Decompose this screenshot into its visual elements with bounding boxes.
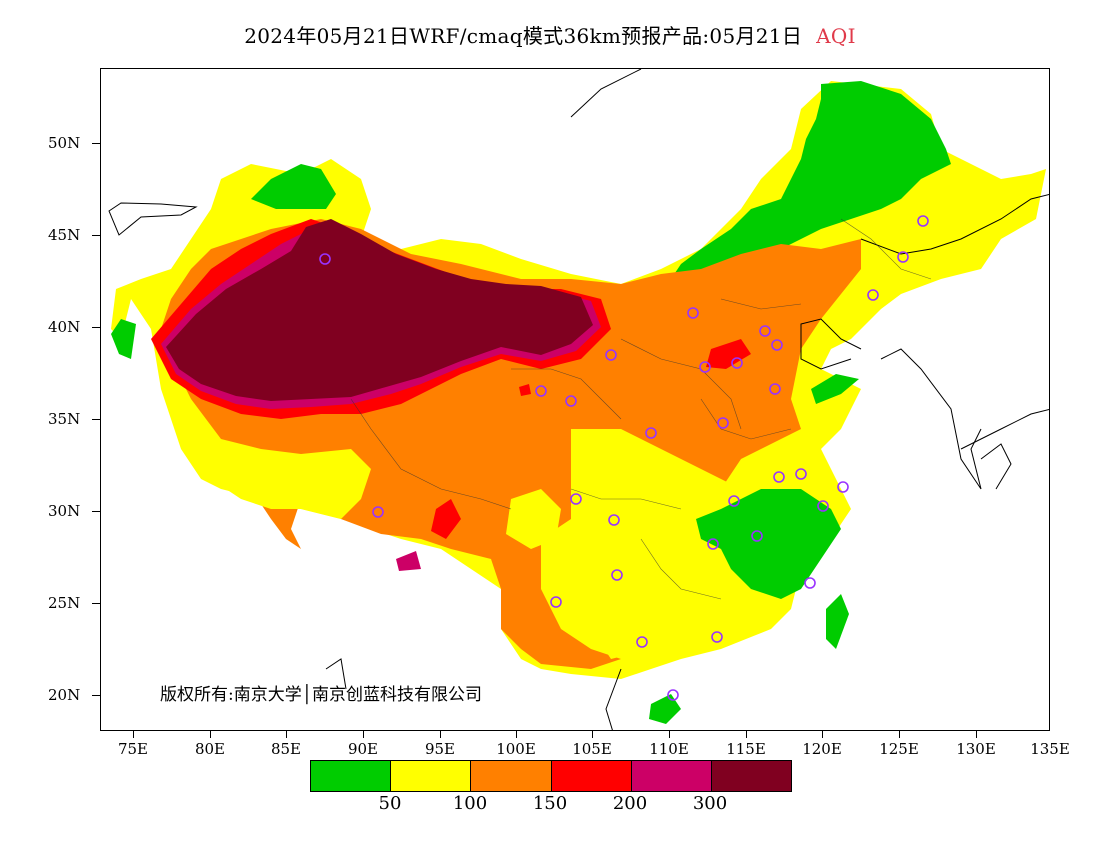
lat-label-35: 35N	[48, 410, 81, 428]
lon-tick	[592, 731, 593, 738]
southeast-good	[696, 489, 841, 599]
south-moderate	[571, 429, 801, 659]
northwest-good	[251, 164, 336, 209]
lon-label-75: 75E	[117, 740, 149, 758]
lon-label-100: 100E	[496, 740, 536, 758]
title-text: 2024年05月21日WRF/cmaq模式36km预报产品:05月21日	[244, 24, 803, 48]
lon-tick	[899, 731, 900, 738]
legend-swatch-unhealthy	[551, 761, 632, 791]
legend-label-200: 200	[612, 793, 648, 814]
legend-label-300: 300	[692, 793, 728, 814]
lon-label-90: 90E	[347, 740, 379, 758]
lon-label-110: 110E	[649, 740, 689, 758]
aqi-legend	[310, 760, 792, 792]
legend-label-150: 150	[532, 793, 568, 814]
aqi-map	[101, 69, 1049, 730]
shanxi-unhealthy	[706, 339, 751, 369]
legend-swatch-good	[311, 761, 392, 791]
lon-tick	[516, 731, 517, 738]
lat-tick	[92, 143, 100, 144]
variable-label: AQI	[816, 24, 856, 48]
lat-tick	[92, 603, 100, 604]
west-good	[111, 319, 136, 359]
lat-tick	[92, 419, 100, 420]
sichuan-moderate	[506, 489, 561, 549]
lon-label-80: 80E	[194, 740, 226, 758]
city-markers	[319, 215, 929, 701]
lat-label-50: 50N	[48, 134, 81, 152]
lat-label-25: 25N	[48, 594, 81, 612]
taiwan	[826, 594, 849, 649]
tibet-very-unhealthy	[396, 551, 421, 571]
lon-tick	[669, 731, 670, 738]
lon-tick	[976, 731, 977, 738]
map-frame	[100, 68, 1050, 731]
map-title: 2024年05月21日WRF/cmaq模式36km预报产品:05月21日 AQI	[0, 20, 1100, 49]
legend-swatch-hazardous	[711, 761, 792, 791]
lon-label-135: 135E	[1030, 740, 1070, 758]
tibet-unhealthy	[431, 499, 461, 539]
lat-tick	[92, 235, 100, 236]
shandong-good	[811, 374, 859, 404]
lon-label-115: 115E	[726, 740, 766, 758]
lat-label-20: 20N	[48, 686, 81, 704]
legend-label-100: 100	[452, 793, 488, 814]
lat-label-45: 45N	[48, 226, 81, 244]
lon-tick	[440, 731, 441, 738]
taklamakan-hazardous	[166, 219, 593, 401]
legend-label-50: 50	[378, 793, 402, 814]
hainan	[649, 694, 681, 724]
lon-label-105: 105E	[572, 740, 612, 758]
lon-tick	[363, 731, 364, 738]
lon-tick	[286, 731, 287, 738]
tibet-moderate	[181, 429, 371, 519]
lon-tick	[210, 731, 211, 738]
legend-swatch-very-unhealthy	[631, 761, 712, 791]
lat-tick	[92, 695, 100, 696]
lon-tick	[746, 731, 747, 738]
lat-tick	[92, 327, 100, 328]
northeast-good	[671, 81, 951, 279]
lon-label-120: 120E	[802, 740, 842, 758]
qinghai-unhealthy	[519, 384, 531, 396]
copyright-text: 版权所有:南京大学│南京创蓝科技有限公司	[160, 685, 482, 705]
lat-tick	[92, 511, 100, 512]
lon-tick	[133, 731, 134, 738]
legend-swatch-sensitive	[471, 761, 552, 791]
legend-swatch-moderate	[391, 761, 472, 791]
lon-label-130: 130E	[956, 740, 996, 758]
lat-label-30: 30N	[48, 502, 81, 520]
lon-tick	[822, 731, 823, 738]
lon-label-95: 95E	[424, 740, 456, 758]
lon-label-125: 125E	[879, 740, 919, 758]
lat-label-40: 40N	[48, 318, 81, 336]
lon-label-85: 85E	[270, 740, 302, 758]
